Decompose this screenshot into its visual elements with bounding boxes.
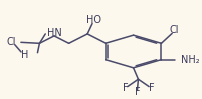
Text: HO: HO [85,15,101,25]
Text: F: F [123,83,128,93]
Text: F: F [149,83,154,93]
Text: Cl: Cl [170,25,179,35]
Text: HN: HN [47,28,61,38]
Text: Cl: Cl [6,37,16,47]
Text: NH₂: NH₂ [181,55,199,65]
Text: F: F [135,87,140,97]
Text: H: H [21,50,28,60]
